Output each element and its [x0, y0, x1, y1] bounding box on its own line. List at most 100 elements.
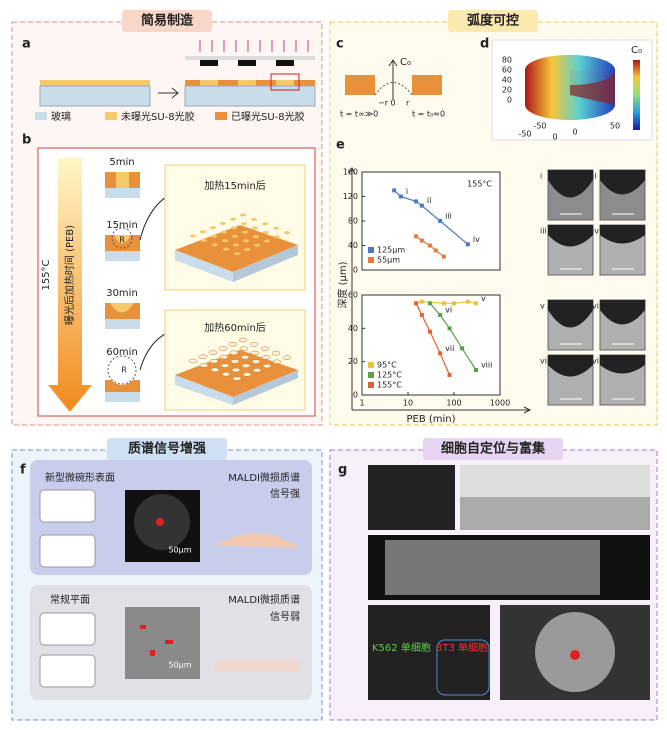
bowl [250, 350, 260, 356]
caption: 加热60min后 [204, 321, 266, 334]
tag [107, 438, 227, 460]
resist [105, 380, 140, 392]
bowl [284, 231, 290, 235]
point [419, 299, 424, 304]
bowl [252, 367, 262, 373]
radius-circle [107, 355, 137, 385]
point [465, 299, 470, 304]
panel-label: g [338, 463, 347, 478]
point [414, 199, 419, 204]
point [473, 301, 478, 306]
bowl [211, 234, 217, 238]
y-tick-label: 20 [348, 357, 358, 366]
glass [39, 85, 151, 107]
plate [175, 350, 298, 405]
cell-label: K562 单细胞 [372, 641, 431, 654]
bowl-profile [600, 170, 645, 195]
legend-swatch [215, 112, 227, 120]
point [441, 254, 446, 259]
point [452, 301, 456, 306]
sketch [39, 612, 96, 646]
bowl [232, 376, 242, 381]
resist [345, 75, 375, 95]
bowl [239, 346, 249, 351]
image-label: iii [540, 227, 547, 236]
signal: MALDI微损质谱 [228, 471, 300, 484]
point [447, 373, 452, 377]
tag [423, 438, 563, 460]
path [233, 245, 298, 282]
point [438, 219, 443, 223]
rect [200, 80, 218, 86]
scale-bar: 50μm [168, 661, 191, 670]
cells [140, 625, 173, 656]
point-label: vii [445, 344, 454, 353]
y-axis-label: 深度 (μm) [336, 261, 349, 308]
section-title: 弧度可控 [467, 13, 519, 29]
cell [570, 650, 580, 660]
tag [448, 10, 538, 32]
bowl [114, 235, 131, 244]
micrograph [460, 465, 650, 497]
panel-label: a [22, 37, 31, 52]
bowl [240, 213, 246, 217]
point [465, 242, 470, 247]
panel-label: f [20, 463, 26, 478]
x-tick-label: 1000 [490, 399, 510, 408]
legend-text: 95°C [377, 361, 397, 370]
tick-label: 60 [502, 66, 512, 75]
uv-arrows [199, 40, 309, 52]
tick-label: 50 [610, 122, 620, 131]
signal: 信号强 [270, 488, 300, 500]
box-title: 新型微碗形表面 [45, 471, 115, 484]
bowl [111, 380, 133, 385]
bowl [251, 217, 257, 221]
bowls [188, 213, 292, 381]
point-label: i [406, 187, 408, 196]
resist [412, 75, 442, 95]
rect [165, 640, 173, 644]
radius: R [119, 236, 125, 245]
point-label: iii [445, 212, 452, 221]
point [398, 194, 403, 199]
section-title: 细胞自定位与富集 [441, 441, 546, 457]
legend-text: 未曝光SU-8光胶 [121, 110, 195, 123]
sketch [39, 534, 96, 568]
bowl [221, 371, 231, 377]
point [414, 301, 419, 306]
highlight [436, 639, 490, 696]
bowl [274, 235, 280, 239]
profile [374, 82, 413, 96]
tick-label: -50 [518, 130, 531, 139]
bowl [222, 239, 228, 243]
x-tick-label: 1 [359, 399, 364, 408]
bowl [242, 230, 248, 234]
bowl [210, 226, 216, 230]
section-title: 质谱信号增强 [128, 441, 206, 457]
bowl [220, 221, 226, 225]
path [175, 375, 233, 405]
bowl [254, 243, 260, 247]
legend-swatch [368, 362, 374, 368]
bowl [212, 243, 218, 247]
rect [238, 60, 256, 66]
y-tick-label: 40 [348, 324, 358, 333]
bowl [200, 230, 206, 234]
image-label: vi [592, 302, 599, 311]
legend-text: 玻璃 [51, 110, 71, 123]
image-label: viii [592, 357, 603, 366]
top [525, 55, 615, 85]
c-label: 0 [390, 99, 395, 108]
bowl [230, 217, 236, 221]
sketch [215, 533, 300, 548]
axis-arrow [348, 166, 532, 414]
path [175, 225, 298, 272]
axis [388, 59, 398, 100]
micrograph [125, 607, 200, 679]
unexposed [200, 80, 294, 86]
legend-swatch [368, 257, 374, 263]
signal: 信号弱 [270, 611, 300, 623]
image-label: iv [592, 227, 599, 236]
bowl-profile [548, 225, 593, 247]
